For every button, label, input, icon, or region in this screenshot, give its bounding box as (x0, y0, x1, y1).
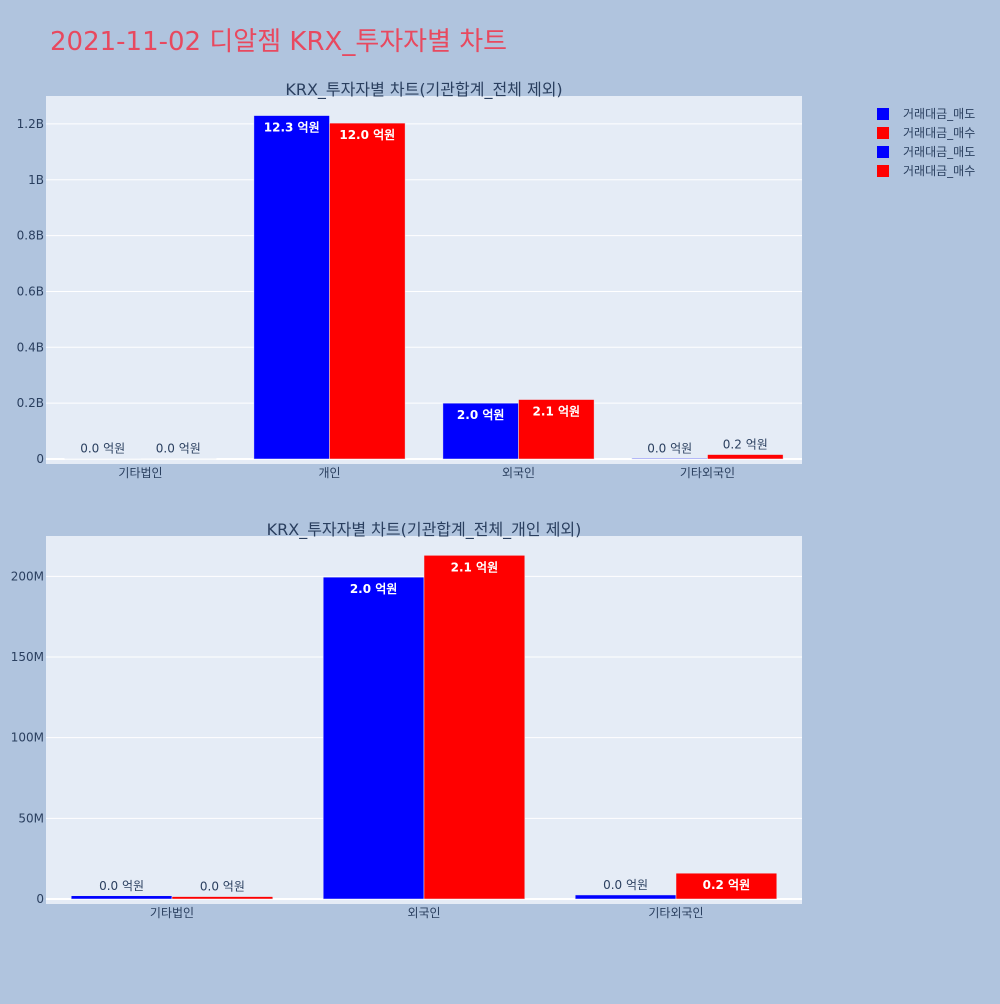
y-tick-label: 200M (11, 569, 44, 583)
bar[interactable] (254, 116, 330, 459)
y-tick-label: 100M (11, 731, 44, 745)
x-tick-label: 개인 (318, 466, 340, 480)
y-tick-label: 50M (18, 811, 44, 825)
legend-swatch (877, 108, 889, 120)
legend-label: 거래대금_매도 (903, 145, 975, 159)
data-label: 2.0 억원 (350, 582, 398, 596)
chart-title: KRX_투자자별 차트(기관합계_전체_개인 제외) (267, 520, 582, 540)
bar[interactable] (575, 895, 676, 899)
data-label: 0.0 억원 (647, 441, 692, 455)
y-tick-label: 0.6B (17, 284, 44, 298)
bar[interactable] (330, 123, 406, 459)
x-tick-label: 외국인 (407, 906, 440, 920)
data-label: 12.3 억원 (264, 121, 320, 135)
legend-item[interactable]: 거래대금_매수 (877, 164, 975, 178)
x-tick-label: 기타외국인 (648, 906, 703, 920)
bar[interactable] (632, 458, 708, 459)
plot-area (46, 96, 802, 464)
x-tick-label: 외국인 (502, 466, 535, 480)
y-tick-label: 0 (36, 892, 44, 906)
legend-item[interactable]: 거래대금_매수 (877, 126, 975, 140)
y-tick-label: 0.4B (17, 340, 44, 354)
bar[interactable] (323, 577, 424, 899)
legend-swatch (877, 146, 889, 158)
x-tick-label: 기타외국인 (680, 466, 735, 480)
data-label: 0.0 억원 (603, 878, 648, 892)
legend-label: 거래대금_매수 (903, 126, 975, 140)
y-tick-label: 1.2B (17, 117, 44, 131)
y-tick-label: 0.8B (17, 229, 44, 243)
data-label: 0.0 억원 (99, 879, 144, 893)
data-label: 0.2 억원 (703, 878, 751, 892)
data-label: 12.0 억원 (339, 128, 395, 142)
legend-label: 거래대금_매수 (903, 164, 975, 178)
bar[interactable] (424, 555, 525, 899)
chart-bottom: KRX_투자자별 차트(기관합계_전체_개인 제외) 0 50M 100M 150M 20… (11, 520, 802, 920)
chart-title: KRX_투자자별 차트(기관합계_전체 제외) (285, 80, 562, 100)
x-tick-label: 기타법인 (118, 466, 162, 480)
y-tick-label: 1B (28, 173, 44, 187)
y-tick-label: 150M (11, 650, 44, 664)
data-label: 0.0 억원 (200, 880, 245, 894)
data-label: 0.0 억원 (156, 442, 201, 456)
x-tick-label: 기타법인 (150, 906, 194, 920)
legend-swatch (877, 165, 889, 177)
data-label: 2.0 억원 (457, 408, 505, 422)
data-label: 0.2 억원 (723, 438, 768, 452)
chart-top: KRX_투자자별 차트(기관합계_전체 제외) 0 0.2B 0.4B 0.6B 0.8B… (17, 80, 802, 480)
legend-item[interactable]: 거래대금_매도 (877, 145, 975, 159)
bar[interactable] (172, 897, 273, 899)
legend-item[interactable]: 거래대금_매도 (877, 107, 975, 121)
legend-label: 거래대금_매도 (903, 107, 975, 121)
data-label: 2.1 억원 (451, 560, 499, 574)
data-label: 2.1 억원 (533, 405, 581, 419)
y-tick-label: 0.2B (17, 396, 44, 410)
page-title: 2021-11-02 디알젬 KRX_투자자별 차트 (50, 27, 507, 57)
data-label: 0.0 억원 (80, 442, 125, 456)
legend-swatch (877, 127, 889, 139)
bar[interactable] (708, 455, 784, 459)
y-tick-label: 0 (36, 452, 44, 466)
bar[interactable] (71, 896, 172, 899)
